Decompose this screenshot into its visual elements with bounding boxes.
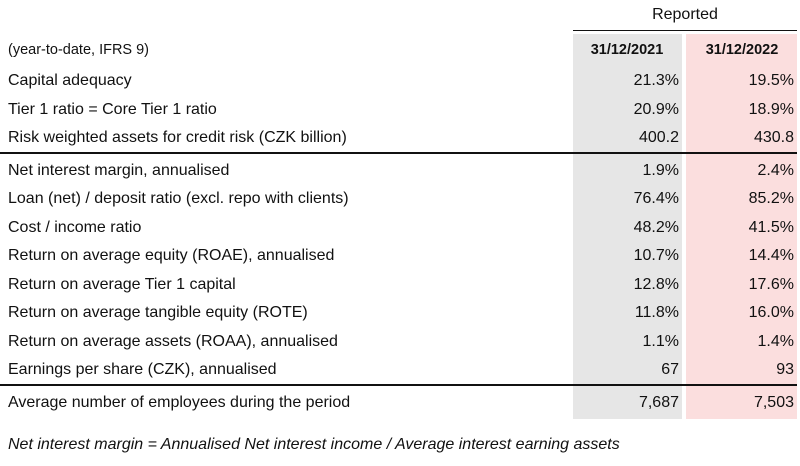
reported-heading: Reported [652,6,718,23]
value-2021: 67 [661,361,679,378]
column-2022-shading [686,34,797,419]
value-2022: 1.4% [757,333,794,350]
footnote: Net interest margin = Annualised Net int… [8,436,620,453]
value-2022: 41.5% [748,219,794,236]
table-row: Earnings per share (CZK), annualised 67 … [0,355,800,384]
period-label: (year-to-date, IFRS 9) [8,42,150,58]
section-divider [0,152,797,154]
value-2022: 7,503 [753,394,794,411]
row-label: Tier 1 ratio = Core Tier 1 ratio [8,101,217,118]
value-2021: 21.3% [633,72,679,89]
table-row: Cost / income ratio 48.2% 41.5% [0,213,800,242]
value-2022: 430.8 [753,129,794,146]
row-label: Return on average equity (ROAE), annuali… [8,247,335,264]
reported-underline [573,30,797,31]
table-row: Return on average equity (ROAE), annuali… [0,241,800,270]
value-2021: 7,687 [638,394,679,411]
value-2021: 48.2% [633,219,679,236]
value-2022: 2.4% [757,162,794,179]
table-row: Capital adequacy 21.3% 19.5% [0,66,800,95]
row-label: Average number of employees during the p… [8,394,351,411]
header-row: (year-to-date, IFRS 9) 31/12/2021 31/12/… [0,36,800,64]
row-label: Net interest margin, annualised [8,162,230,179]
value-2022: 19.5% [748,72,794,89]
section-divider [0,384,797,386]
value-2022: 85.2% [748,190,794,207]
value-2022: 17.6% [748,276,794,293]
column-header-2021: 31/12/2021 [590,42,664,58]
row-label: Risk weighted assets for credit risk (CZ… [8,129,347,146]
value-2021: 400.2 [638,129,679,146]
column-2021-shading [573,34,682,419]
table-row: Return on average Tier 1 capital 12.8% 1… [0,270,800,299]
value-2022: 93 [776,361,794,378]
row-label: Cost / income ratio [8,219,142,236]
value-2021: 10.7% [633,247,679,264]
row-label: Return on average tangible equity (ROTE) [8,304,308,321]
value-2021: 1.1% [642,333,679,350]
row-label: Earnings per share (CZK), annualised [8,361,277,378]
row-label: Return on average assets (ROAA), annuali… [8,333,338,350]
table-row: Net interest margin, annualised 1.9% 2.4… [0,156,800,185]
row-label: Capital adequacy [8,72,132,89]
table-row: Tier 1 ratio = Core Tier 1 ratio 20.9% 1… [0,95,800,124]
value-2022: 18.9% [748,101,794,118]
value-2022: 16.0% [748,304,794,321]
table-row: Risk weighted assets for credit risk (CZ… [0,123,800,152]
value-2021: 76.4% [633,190,679,207]
row-label: Return on average Tier 1 capital [8,276,236,293]
value-2021: 11.8% [634,304,679,321]
column-header-2022: 31/12/2022 [705,42,779,58]
row-label: Loan (net) / deposit ratio (excl. repo w… [8,190,349,207]
value-2022: 14.4% [748,247,794,264]
table-row: Loan (net) / deposit ratio (excl. repo w… [0,184,800,213]
value-2021: 12.8% [633,276,679,293]
value-2021: 20.9% [633,101,679,118]
table-row: Return on average assets (ROAA), annuali… [0,327,800,356]
value-2021: 1.9% [642,162,679,179]
table-row: Return on average tangible equity (ROTE)… [0,298,800,327]
table-row: Average number of employees during the p… [0,388,800,417]
